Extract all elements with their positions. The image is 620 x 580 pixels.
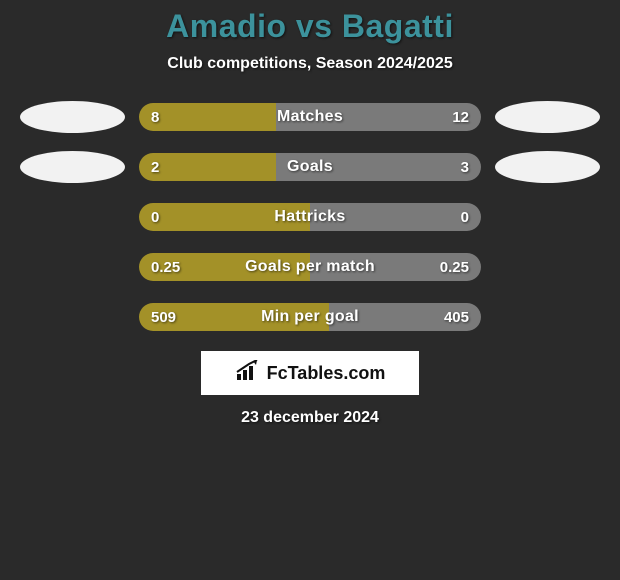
stat-label: Goals <box>139 153 481 181</box>
player-b-badge <box>495 101 600 133</box>
chart-growth-icon <box>235 360 261 387</box>
stat-bar: 00Hattricks <box>139 203 481 231</box>
spacer <box>20 201 125 233</box>
branding-box[interactable]: FcTables.com <box>201 351 419 395</box>
comparison-row: 812Matches <box>0 101 620 133</box>
comparison-row: 00Hattricks <box>0 201 620 233</box>
comparison-card: Amadio vs Bagatti Club competitions, Sea… <box>0 0 620 427</box>
comparison-row: 509405Min per goal <box>0 301 620 333</box>
page-title: Amadio vs Bagatti <box>0 8 620 45</box>
stat-bar: 0.250.25Goals per match <box>139 253 481 281</box>
page-subtitle: Club competitions, Season 2024/2025 <box>0 55 620 73</box>
stat-label: Min per goal <box>139 303 481 331</box>
spacer <box>20 251 125 283</box>
stat-bar: 23Goals <box>139 153 481 181</box>
stat-label: Matches <box>139 103 481 131</box>
player-a-badge <box>20 151 125 183</box>
spacer <box>20 301 125 333</box>
player-b-badge <box>495 151 600 183</box>
spacer <box>495 301 600 333</box>
comparison-row: 23Goals <box>0 151 620 183</box>
spacer <box>495 201 600 233</box>
spacer <box>495 251 600 283</box>
stat-label: Hattricks <box>139 203 481 231</box>
branding-text: FcTables.com <box>267 363 386 384</box>
comparison-rows: 812Matches 23Goals 00Hattricks 0.250.25Goal… <box>0 101 620 333</box>
stat-bar: 812Matches <box>139 103 481 131</box>
comparison-row: 0.250.25Goals per match <box>0 251 620 283</box>
date-line: 23 december 2024 <box>0 409 620 427</box>
player-a-badge <box>20 101 125 133</box>
stat-label: Goals per match <box>139 253 481 281</box>
stat-bar: 509405Min per goal <box>139 303 481 331</box>
